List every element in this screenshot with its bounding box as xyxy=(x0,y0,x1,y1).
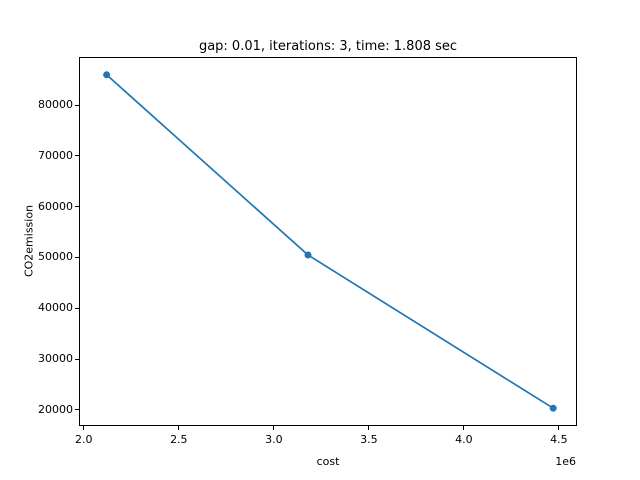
data-point-marker xyxy=(549,404,557,412)
data-point-marker xyxy=(103,71,111,79)
plot-area xyxy=(79,57,577,426)
x-tick-label: 4.0 xyxy=(455,433,473,446)
x-tick-label: 3.5 xyxy=(360,433,378,446)
y-tick-label: 60000 xyxy=(38,199,73,213)
y-tick-label: 80000 xyxy=(38,98,73,112)
x-tick-mark xyxy=(83,426,85,430)
line-series-canvas xyxy=(103,71,557,412)
y-tick-mark xyxy=(75,104,79,106)
x-tick-label: 4.5 xyxy=(550,433,568,446)
x-axis-offset-label: 1e6 xyxy=(555,455,576,468)
x-tick-label: 2.5 xyxy=(170,433,188,446)
chart-title: gap: 0.01, iterations: 3, time: 1.808 se… xyxy=(198,39,458,54)
x-tick-label: 3.0 xyxy=(265,433,283,446)
x-tick-mark xyxy=(368,426,370,430)
y-tick-mark xyxy=(75,307,79,309)
x-tick-mark xyxy=(558,426,560,430)
data-point-marker xyxy=(304,251,312,259)
x-tick-mark xyxy=(273,426,275,430)
x-tick-mark xyxy=(463,426,465,430)
y-tick-mark xyxy=(75,358,79,360)
x-axis-label: cost xyxy=(316,455,340,468)
x-tick-label: 2.0 xyxy=(75,433,93,446)
y-tick-label: 70000 xyxy=(38,148,73,162)
y-tick-mark xyxy=(75,155,79,157)
y-axis-label: CO2emission xyxy=(22,204,36,278)
series-line xyxy=(106,74,554,409)
y-tick-label: 40000 xyxy=(38,301,73,315)
y-tick-label: 30000 xyxy=(38,352,73,365)
y-tick-mark xyxy=(75,409,79,411)
y-tick-label: 20000 xyxy=(38,402,73,416)
y-tick-mark xyxy=(75,206,79,208)
y-tick-label: 50000 xyxy=(38,250,73,264)
x-tick-mark xyxy=(178,426,180,430)
y-tick-mark xyxy=(75,256,79,258)
